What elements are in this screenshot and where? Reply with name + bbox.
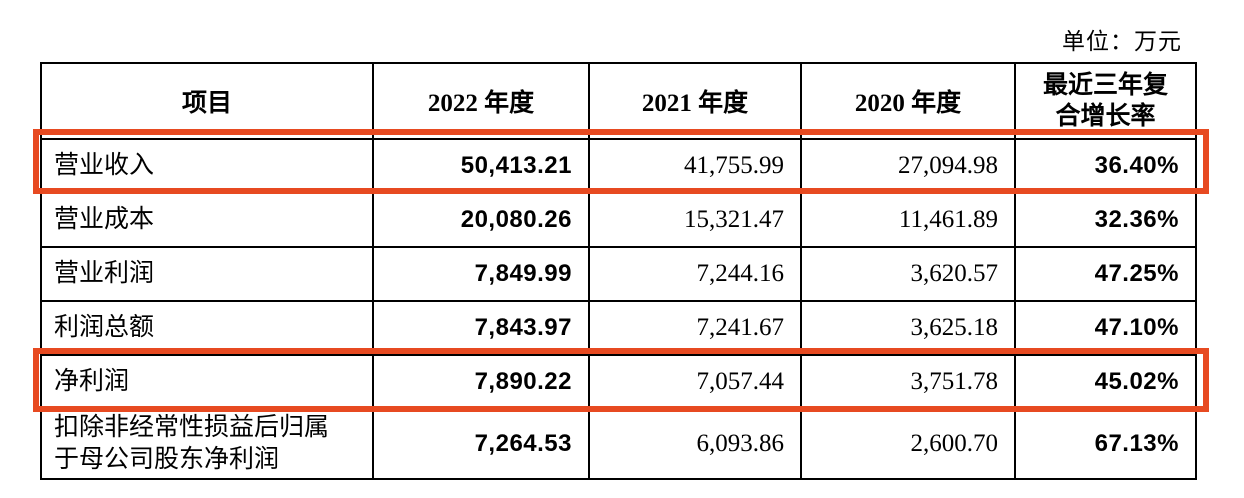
header-2020: 2020 年度 [800, 62, 1016, 140]
row-label: 利润总额 [40, 300, 374, 356]
value-2021: 7,057.44 [588, 354, 802, 410]
row-label: 营业收入 [40, 138, 374, 194]
value-cagr: 32.36% [1014, 192, 1197, 248]
value-2020: 3,625.18 [800, 300, 1016, 356]
header-2022: 2022 年度 [372, 62, 590, 140]
value-2022: 7,264.53 [372, 408, 590, 480]
row-label: 营业利润 [40, 246, 374, 302]
table-row-deducted-net-profit: 扣除非经常性损益后归属 于母公司股东净利润 7,264.53 6,093.86 … [40, 408, 1197, 480]
value-2020: 11,461.89 [800, 192, 1016, 248]
value-2022: 7,843.97 [372, 300, 590, 356]
value-2021: 41,755.99 [588, 138, 802, 194]
value-cagr: 45.02% [1014, 354, 1197, 410]
value-2022: 20,080.26 [372, 192, 590, 248]
header-item: 项目 [40, 62, 374, 140]
value-2021: 7,241.67 [588, 300, 802, 356]
value-cagr: 67.13% [1014, 408, 1197, 480]
value-2021: 7,244.16 [588, 246, 802, 302]
value-cagr: 36.40% [1014, 138, 1197, 194]
value-2022: 50,413.21 [372, 138, 590, 194]
unit-label: 单位：万元 [1062, 29, 1182, 54]
table-row-cost: 营业成本 20,080.26 15,321.47 11,461.89 32.36… [40, 192, 1197, 248]
value-2021: 15,321.47 [588, 192, 802, 248]
table-row-operating-profit: 营业利润 7,849.99 7,244.16 3,620.57 47.25% [40, 246, 1197, 302]
value-2020: 27,094.98 [800, 138, 1016, 194]
header-2021: 2021 年度 [588, 62, 802, 140]
value-2021: 6,093.86 [588, 408, 802, 480]
value-2020: 3,751.78 [800, 354, 1016, 410]
table-header-row: 项目 2022 年度 2021 年度 2020 年度 最近三年复 合增长率 [40, 62, 1197, 140]
value-cagr: 47.25% [1014, 246, 1197, 302]
value-2022: 7,890.22 [372, 354, 590, 410]
table-row-net-profit: 净利润 7,890.22 7,057.44 3,751.78 45.02% [40, 354, 1197, 410]
financial-summary-table: 项目 2022 年度 2021 年度 2020 年度 最近三年复 合增长率 营业… [40, 62, 1197, 480]
value-2020: 3,620.57 [800, 246, 1016, 302]
header-cagr: 最近三年复 合增长率 [1014, 62, 1197, 140]
table-row-total-profit: 利润总额 7,843.97 7,241.67 3,625.18 47.10% [40, 300, 1197, 356]
value-2022: 7,849.99 [372, 246, 590, 302]
row-label: 净利润 [40, 354, 374, 410]
value-cagr: 47.10% [1014, 300, 1197, 356]
table-row-revenue: 营业收入 50,413.21 41,755.99 27,094.98 36.40… [40, 138, 1197, 194]
value-2020: 2,600.70 [800, 408, 1016, 480]
row-label: 营业成本 [40, 192, 374, 248]
row-label: 扣除非经常性损益后归属 于母公司股东净利润 [40, 408, 374, 480]
